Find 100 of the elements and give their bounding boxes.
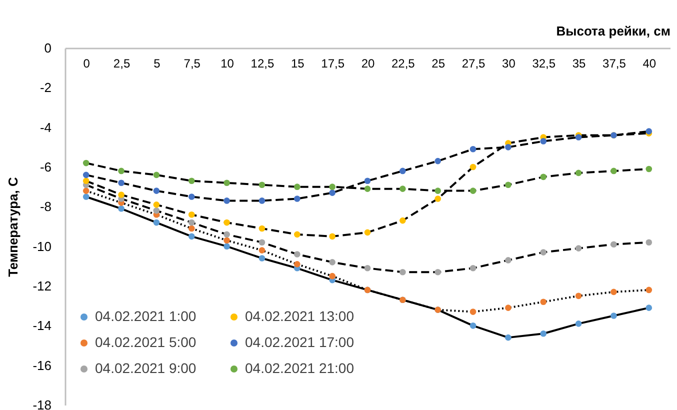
point [294,261,300,268]
point [470,264,476,272]
point [434,268,442,276]
point [224,231,230,238]
point [646,286,652,294]
x-tick-label: 35 [572,56,586,70]
point [575,320,582,327]
x-tick-label: 40 [642,56,656,70]
point [400,217,406,224]
y-tick-label: -4 [40,120,52,135]
x-tick-label: 32,5 [532,56,556,70]
y-tick-label: -10 [32,238,52,254]
point [470,188,476,194]
point [329,233,336,240]
point [153,219,160,226]
point [470,322,476,329]
point [224,180,230,186]
point [470,308,476,315]
point [575,292,582,300]
y-tick-label: -12 [32,278,52,294]
point [82,194,90,200]
point [505,144,512,150]
point [153,188,160,194]
point [258,198,266,204]
x-tick-label: 0 [83,56,90,70]
legend-label: 04.02.2021 21:00 [245,360,354,376]
point [118,180,124,186]
point [294,251,300,258]
point [540,249,547,256]
x-tick-label: 2,5 [113,56,130,70]
legend-label: 04.02.2021 9:00 [95,360,196,376]
x-tick-label: 22,5 [391,56,416,70]
point [82,160,90,166]
point [224,243,230,250]
legend-label: 04.02.2021 5:00 [95,334,196,350]
point [224,237,230,244]
point [82,172,90,178]
x-tick-label: 17,5 [321,56,345,70]
point [610,288,617,296]
x-tick-label: 12,5 [250,56,274,70]
point [188,225,195,232]
x-tick-label: 27,5 [462,56,486,70]
y-axis-title: Температура, С [6,176,21,277]
point [329,184,336,190]
y-tick-label: -16 [32,358,52,373]
point [364,186,371,192]
point [540,138,547,144]
point [82,178,90,184]
x-tick-label: 5 [154,56,161,70]
point [294,184,300,190]
point [82,188,90,194]
point [224,198,230,204]
point [505,334,512,341]
point [118,205,124,212]
point [540,298,547,306]
point [364,264,371,272]
point [610,241,617,248]
point [329,190,336,196]
point [364,229,371,236]
point [258,182,266,188]
x-axis-title: Высота рейки, см [556,24,670,38]
point [400,268,406,276]
point [153,202,160,208]
point [505,304,512,311]
point [540,174,547,180]
point [294,196,300,202]
point [540,330,547,337]
point [329,259,336,266]
y-tick-label: -8 [40,199,52,214]
y-tick-label: -14 [32,318,52,334]
point [400,168,406,174]
point [610,168,617,174]
point [434,196,442,202]
point [470,146,476,152]
point [153,172,160,178]
point [434,188,442,194]
point [188,178,195,184]
legend-label: 04.02.2021 17:00 [245,334,354,350]
point [470,164,476,170]
point [646,166,652,172]
point [610,312,617,319]
x-tick-label: 10 [220,56,234,70]
legend-label: 04.02.2021 13:00 [245,308,354,324]
point [575,170,582,176]
point [258,247,266,254]
point [118,192,124,198]
point [364,178,371,184]
point [505,182,512,188]
x-tick-label: 20 [361,56,375,70]
point [400,186,406,192]
point [224,219,230,226]
point [188,211,195,218]
point [258,225,266,232]
point [575,245,582,252]
point [188,219,195,226]
point [153,207,160,214]
point [258,255,266,262]
point [118,168,124,174]
point [258,239,266,246]
point [294,231,300,238]
